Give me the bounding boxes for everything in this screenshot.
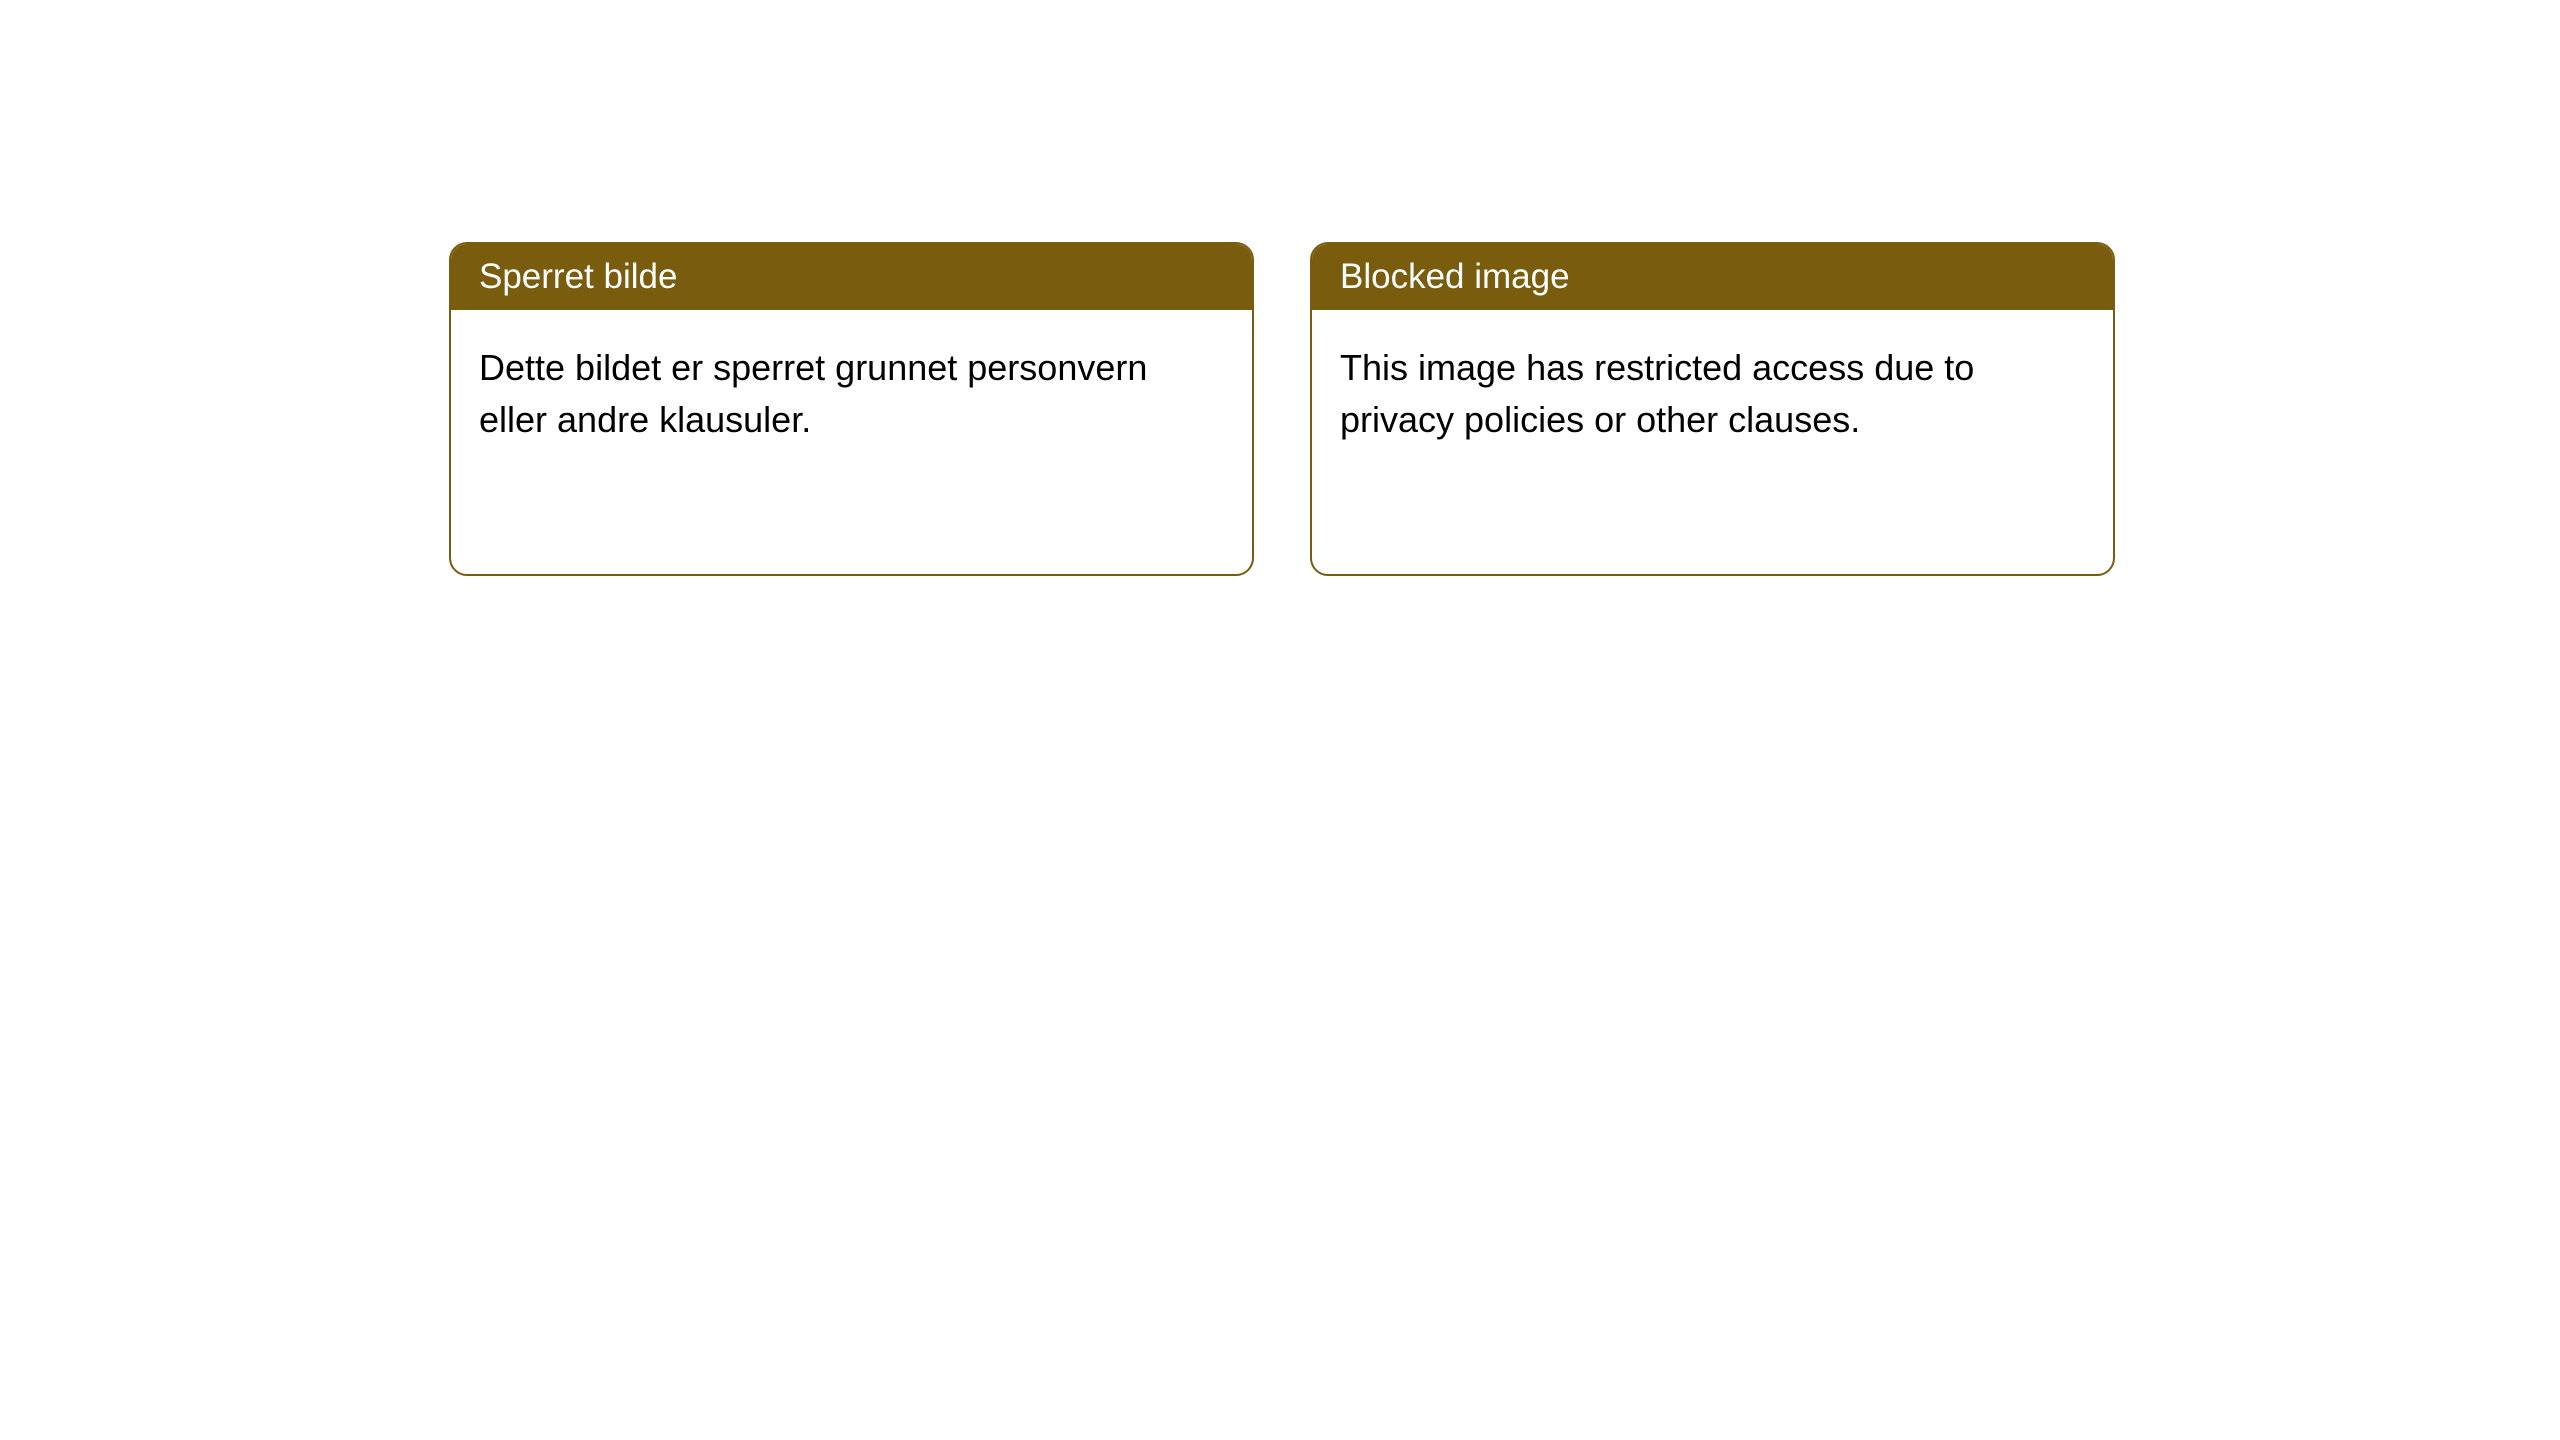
notice-body-english: This image has restricted access due to … xyxy=(1312,310,2113,478)
notice-card-english: Blocked image This image has restricted … xyxy=(1310,242,2115,576)
notice-card-norwegian: Sperret bilde Dette bildet er sperret gr… xyxy=(449,242,1254,576)
notice-body-norwegian: Dette bildet er sperret grunnet personve… xyxy=(451,310,1252,478)
notice-title-english: Blocked image xyxy=(1340,257,1570,296)
notice-header-english: Blocked image xyxy=(1312,244,2113,310)
notice-container: Sperret bilde Dette bildet er sperret gr… xyxy=(449,242,2115,576)
notice-text-english: This image has restricted access due to … xyxy=(1340,347,1974,440)
notice-title-norwegian: Sperret bilde xyxy=(479,257,677,296)
notice-header-norwegian: Sperret bilde xyxy=(451,244,1252,310)
notice-text-norwegian: Dette bildet er sperret grunnet personve… xyxy=(479,347,1147,440)
